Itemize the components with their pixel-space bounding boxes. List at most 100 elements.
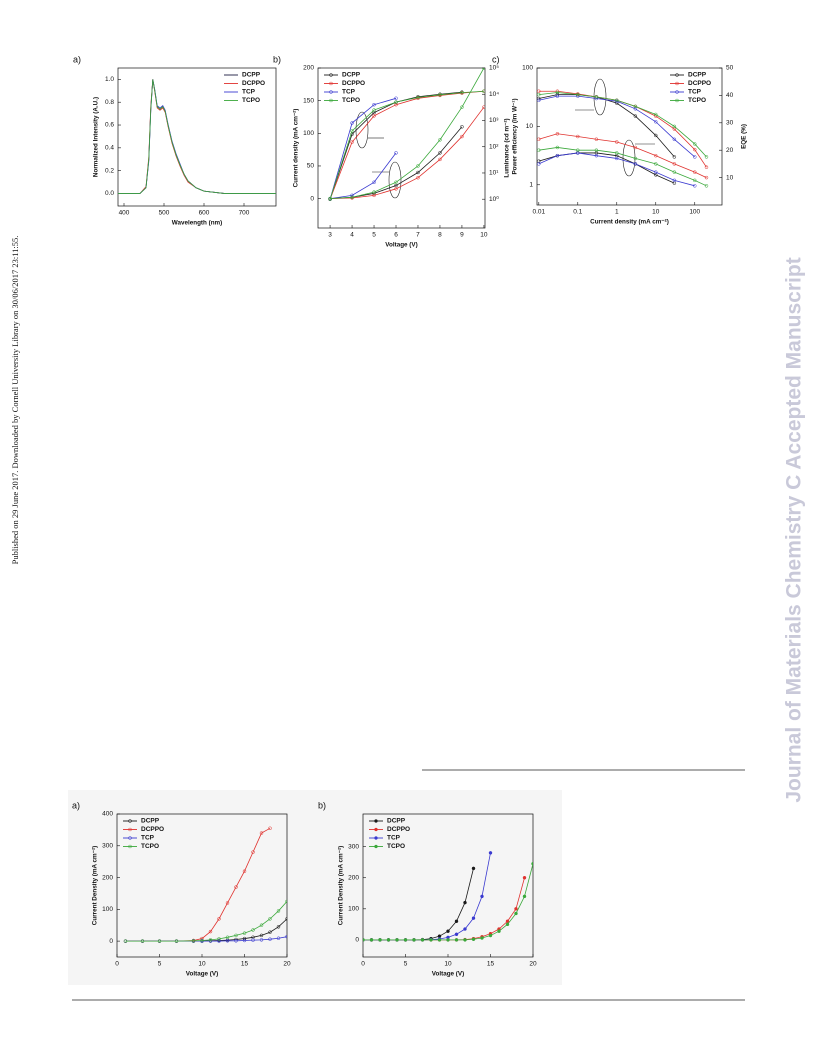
data-point <box>480 894 484 899</box>
data-point <box>692 147 697 152</box>
data-point <box>350 129 354 133</box>
legend-label: TCP <box>141 835 155 842</box>
plot-frame <box>317 67 486 229</box>
data-point <box>537 92 541 97</box>
y-tick-label: 0.2 <box>105 167 114 174</box>
data-point <box>259 923 264 927</box>
data-point <box>704 184 709 188</box>
side-note: Published on 29 June 2017. Downloaded by… <box>10 236 20 565</box>
data-point <box>416 170 420 175</box>
legend-marker <box>675 81 679 86</box>
y2-tick-label: 40 <box>726 92 734 99</box>
data-point <box>123 939 128 943</box>
data-point <box>615 156 619 161</box>
x-axis-label: Voltage (V) <box>385 242 417 249</box>
data-point <box>471 866 476 871</box>
data-point <box>704 155 709 159</box>
series-line <box>538 95 696 158</box>
legend-marker <box>128 827 132 832</box>
data-point <box>328 197 332 201</box>
data-point <box>633 114 638 118</box>
data-point <box>140 939 145 943</box>
data-point <box>242 931 247 935</box>
series-line <box>329 90 484 200</box>
data-point <box>488 851 493 855</box>
legend-label: DCPP <box>342 72 361 79</box>
data-point <box>555 153 560 158</box>
legend-label: TCP <box>688 89 702 96</box>
data-point <box>505 919 510 923</box>
data-point <box>514 911 518 916</box>
legend-label: DCPP <box>387 818 406 825</box>
legend-marker <box>675 90 679 94</box>
y-tick-label: 100 <box>348 906 359 913</box>
data-point <box>208 929 213 934</box>
legend-label: DCPP <box>141 818 160 825</box>
data-point <box>454 932 459 937</box>
data-point <box>633 162 638 166</box>
legend-marker <box>374 844 378 849</box>
data-point <box>234 885 238 889</box>
y2-tick-label: 10 <box>726 174 734 181</box>
data-point <box>285 899 287 904</box>
x-tick-label: 0 <box>115 961 119 968</box>
data-point <box>460 105 464 109</box>
y-tick-label: 150 <box>303 97 314 104</box>
data-point <box>654 120 658 124</box>
data-point <box>276 936 281 941</box>
y2-tick-label: 30 <box>726 120 734 127</box>
data-point <box>488 933 493 938</box>
data-point <box>268 826 272 831</box>
data-point <box>446 938 450 942</box>
data-point <box>460 90 464 95</box>
data-point <box>259 933 264 938</box>
data-point <box>537 98 541 103</box>
y-axis-label: Normalized Intensity (A.U.) <box>93 97 100 177</box>
data-point <box>394 100 398 104</box>
x-tick-label: 500 <box>159 210 170 217</box>
data-point <box>259 831 264 835</box>
watermark: Journal of Materials Chemistry C Accepte… <box>783 257 806 802</box>
data-point <box>416 164 420 168</box>
data-point <box>654 170 658 174</box>
y-axis-label: Current Density (mA cm⁻²) <box>92 846 99 925</box>
plot-frame <box>362 813 534 958</box>
data-point <box>576 151 580 155</box>
chart: a) 400 500 600 700 0.0 0.2 0.4 0.6 0.8 1.0 Waveleng… <box>73 54 277 227</box>
series-line <box>538 133 707 178</box>
data-point <box>537 162 541 166</box>
legend-label: TCPO <box>342 97 360 104</box>
x-tick-label: 1 <box>615 209 619 216</box>
data-point <box>672 170 677 174</box>
series-line <box>118 79 276 194</box>
x-tick-label: 0.01 <box>532 209 545 216</box>
data-point <box>692 178 697 183</box>
data-point <box>672 181 677 185</box>
data-point <box>497 929 501 933</box>
data-point <box>654 133 658 138</box>
data-point <box>555 90 560 95</box>
x-tick-label: 10 <box>480 232 488 239</box>
data-point <box>633 104 638 109</box>
data-point <box>463 900 467 905</box>
data-point <box>217 937 221 941</box>
plot-area <box>328 68 485 201</box>
y-tick-label: 200 <box>348 874 359 881</box>
x-axis-label: Wavelength (nm) <box>172 220 223 227</box>
legend-label: TCP <box>242 89 256 96</box>
data-point <box>654 162 658 166</box>
data-point <box>704 175 709 180</box>
y-tick-label: 0.0 <box>105 190 114 197</box>
data-point <box>672 178 677 183</box>
legend-marker <box>128 844 132 849</box>
plot-area <box>537 89 709 188</box>
x-tick-label: 5 <box>404 961 408 968</box>
y2-tick-label: 20 <box>726 147 734 154</box>
series-line <box>329 97 397 200</box>
y2-axis-label: Luminance (cd m⁻²) <box>504 118 511 177</box>
data-point <box>692 170 697 174</box>
data-point <box>576 148 580 152</box>
x-tick-label: 600 <box>199 210 210 217</box>
